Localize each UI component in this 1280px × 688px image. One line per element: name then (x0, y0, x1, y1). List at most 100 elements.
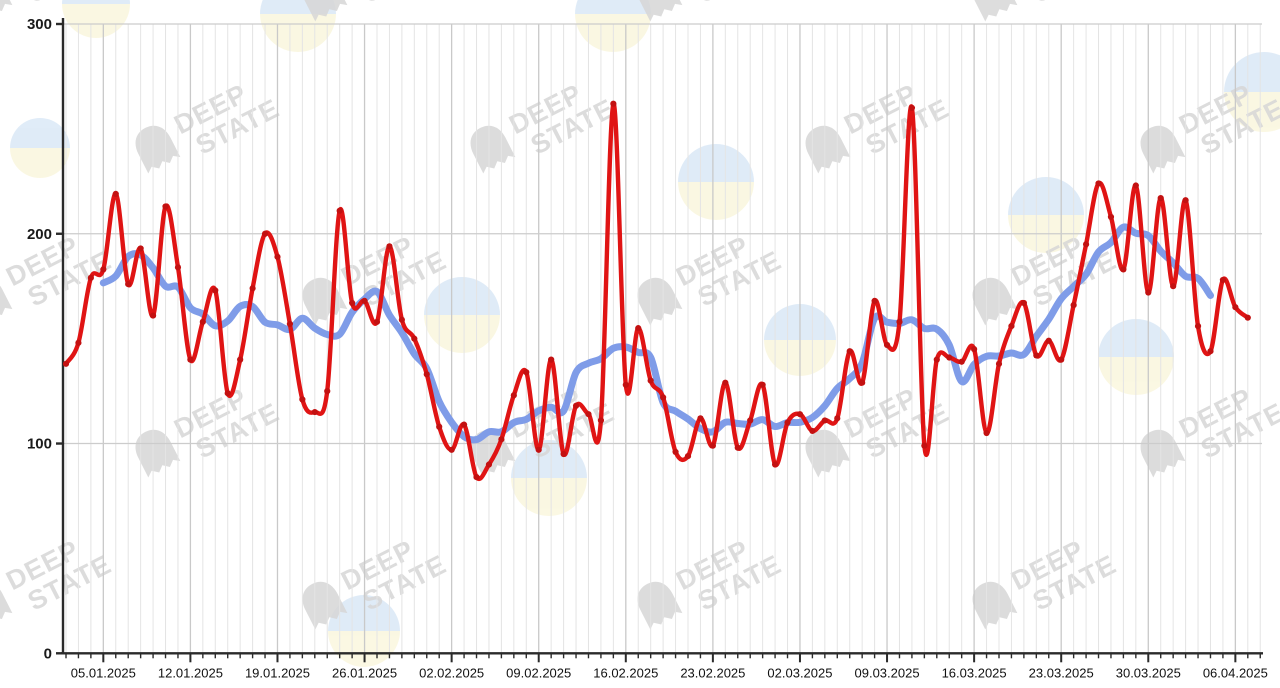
y-tick-label: 100 (27, 436, 52, 453)
ghost-icon (637, 277, 683, 326)
watermark-text-line2: STATE (693, 0, 786, 9)
data-point (212, 287, 219, 294)
x-tick-label: 16.02.2025 (593, 665, 658, 680)
data-point (635, 325, 642, 332)
flag-roundel-icon (62, 0, 130, 38)
x-tick-label: 12.01.2025 (158, 665, 223, 680)
data-point (883, 341, 891, 349)
ghost-icon (302, 0, 348, 22)
data-point (510, 392, 517, 399)
x-tick-label: 06.04.2025 (1203, 665, 1268, 680)
x-tick-label: 30.03.2025 (1116, 665, 1181, 680)
data-point (286, 320, 294, 328)
ghost-icon (1140, 125, 1186, 174)
ghost-icon (302, 277, 348, 326)
data-point (821, 417, 828, 424)
data-point (921, 442, 928, 449)
ghost-icon (0, 581, 13, 630)
data-point (871, 297, 878, 304)
data-point (485, 461, 493, 468)
x-tick-label: 23.03.2025 (1029, 665, 1094, 680)
watermark-text-line2: STATE (1028, 0, 1121, 9)
data-point (274, 253, 281, 260)
data-point (1045, 337, 1052, 344)
flag-roundel-icon (1224, 52, 1280, 132)
data-point (734, 444, 741, 451)
ghost-icon (470, 125, 516, 174)
data-point (100, 266, 107, 273)
watermark-text-line2: STATE (358, 0, 451, 9)
x-tick-label: 19.01.2025 (245, 665, 310, 680)
data-point (908, 104, 916, 112)
data-point (1232, 304, 1239, 311)
data-point (622, 381, 629, 388)
data-point (224, 390, 231, 397)
data-point (249, 285, 256, 292)
data-point (796, 411, 804, 418)
data-point (597, 417, 605, 424)
data-point (125, 281, 132, 288)
data-point (647, 377, 654, 384)
data-point (1207, 348, 1214, 355)
data-point (361, 297, 368, 304)
data-point (473, 473, 480, 481)
data-point (523, 369, 530, 376)
data-point (324, 387, 331, 395)
data-point (995, 360, 1003, 367)
y-tick-label: 0 (44, 645, 52, 662)
data-point (174, 264, 182, 271)
data-point (1033, 352, 1040, 359)
data-point (448, 446, 455, 453)
data-point (684, 453, 692, 460)
y-tick-label: 200 (27, 226, 52, 243)
x-tick-label: 09.02.2025 (506, 665, 571, 680)
data-point (697, 415, 704, 422)
data-point (1120, 266, 1127, 273)
ghost-icon (637, 581, 683, 630)
data-point (1132, 182, 1139, 189)
data-point (349, 299, 356, 307)
data-point (112, 190, 119, 198)
data-point (747, 417, 754, 424)
data-point (771, 461, 779, 468)
x-tick-label: 02.03.2025 (767, 665, 832, 680)
ghost-icon (1140, 429, 1186, 478)
data-point (784, 419, 791, 426)
data-point (1219, 276, 1227, 284)
flag-roundel-icon (678, 144, 754, 220)
data-point (859, 379, 866, 386)
data-point (436, 423, 443, 430)
data-point (62, 360, 70, 367)
y-tick-label: 300 (27, 16, 52, 33)
x-tick-label: 02.02.2025 (419, 665, 484, 680)
data-point (946, 354, 953, 361)
data-point (610, 100, 617, 107)
axes (56, 18, 1263, 663)
data-point (722, 379, 729, 386)
data-point (162, 203, 169, 210)
x-tick-label: 09.03.2025 (855, 665, 920, 680)
data-point (933, 356, 940, 363)
flag-roundel-icon (424, 277, 500, 353)
ghost-icon (0, 0, 13, 22)
data-point (548, 356, 555, 363)
data-point (311, 408, 318, 416)
data-point (1008, 322, 1015, 330)
data-point (958, 358, 965, 365)
data-point (1082, 241, 1090, 248)
data-point (1182, 197, 1189, 204)
data-point (585, 411, 592, 418)
data-point (535, 446, 542, 453)
data-point (187, 356, 194, 363)
data-point (199, 318, 206, 325)
ghost-icon (972, 277, 1018, 326)
